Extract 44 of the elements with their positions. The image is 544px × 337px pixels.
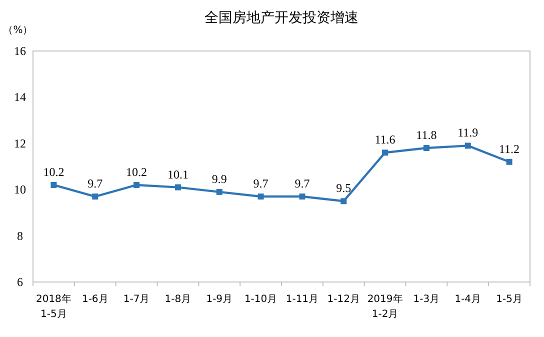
x-tick-label: 1-4月 — [454, 294, 482, 305]
point — [50, 182, 57, 188]
x-tick-label: 1-5月 — [496, 294, 522, 305]
y-tick-label: 10 — [14, 182, 26, 197]
point — [382, 150, 388, 156]
point — [174, 184, 181, 190]
y-tick-label: 12 — [14, 136, 26, 150]
x-tick-label: 1-9月 — [206, 294, 233, 305]
point — [258, 194, 264, 200]
data-label: 9.7 — [253, 176, 268, 191]
data-label: 9.7 — [294, 176, 310, 191]
x-tick-label: 1-6月 — [82, 294, 108, 305]
data-label: 10.2 — [126, 164, 148, 179]
x-tick-label: 1-10月 — [244, 294, 278, 305]
data-label: 10.1 — [167, 167, 188, 182]
point — [92, 194, 98, 200]
x-tick-label: 2019年 1-2月 — [367, 293, 403, 320]
point — [134, 182, 140, 188]
data-label: 11.2 — [499, 142, 520, 156]
x-tick-label: 1-3月 — [413, 294, 440, 305]
point — [506, 158, 512, 165]
point — [216, 188, 222, 195]
x-tick-label: 1-8月 — [164, 294, 192, 305]
point — [299, 194, 306, 200]
data-label: 9.9 — [212, 172, 227, 186]
x-tick-label: 1-7月 — [123, 294, 150, 305]
data-label: 11.6 — [374, 132, 396, 147]
point — [423, 145, 430, 152]
y-tick-label: 6 — [17, 275, 23, 289]
data-label: 9.7 — [88, 176, 103, 191]
y-tick-label: 8 — [17, 228, 23, 243]
x-tick-label: 1-11月 — [286, 294, 319, 305]
y-tick-label: 14 — [14, 90, 26, 104]
point — [340, 198, 347, 204]
y-tick-label: 16 — [14, 44, 26, 58]
chart-title: 全国房地产开发投资增速 — [204, 10, 358, 26]
data-label: 10.2 — [43, 164, 64, 179]
data-label: 9.5 — [336, 181, 352, 196]
point — [464, 142, 471, 149]
x-tick-label: 1-12月 — [327, 294, 360, 305]
y-axis-title: （%） — [3, 25, 33, 36]
data-label: 11.8 — [416, 128, 437, 142]
data-label: 11.9 — [458, 126, 478, 140]
x-tick-label: 2018年 1-5月 — [36, 293, 72, 320]
